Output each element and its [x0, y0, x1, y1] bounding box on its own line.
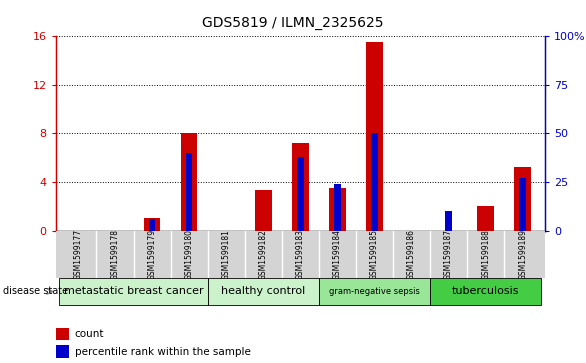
Bar: [149, 219, 155, 231]
Text: GDS5819 / ILMN_2325625: GDS5819 / ILMN_2325625: [202, 16, 384, 30]
Text: GSM1599177: GSM1599177: [73, 229, 83, 280]
Text: GSM1599182: GSM1599182: [259, 229, 268, 280]
Text: gram-negative sepsis: gram-negative sepsis: [329, 287, 420, 296]
Text: tuberculosis: tuberculosis: [452, 286, 519, 296]
Bar: [180, 133, 197, 231]
Text: GSM1599183: GSM1599183: [296, 229, 305, 280]
Text: metastatic breast cancer: metastatic breast cancer: [64, 286, 203, 296]
Bar: [207, 278, 319, 305]
Text: disease state: disease state: [3, 286, 68, 297]
Bar: [186, 153, 192, 231]
Text: GSM1599185: GSM1599185: [370, 229, 379, 280]
Bar: [366, 42, 383, 231]
Bar: [334, 184, 340, 231]
Bar: [515, 167, 531, 231]
Text: percentile rank within the sample: percentile rank within the sample: [75, 347, 251, 356]
Bar: [59, 278, 207, 305]
Text: GSM1599189: GSM1599189: [518, 229, 527, 280]
Bar: [255, 191, 271, 231]
Bar: [519, 178, 526, 231]
Text: GSM1599188: GSM1599188: [481, 229, 490, 280]
Text: GSM1599178: GSM1599178: [111, 229, 120, 280]
Bar: [329, 188, 346, 231]
Bar: [371, 133, 378, 231]
Bar: [56, 328, 69, 340]
Bar: [292, 143, 309, 231]
Text: GSM1599187: GSM1599187: [444, 229, 453, 280]
Bar: [478, 206, 494, 231]
Text: GSM1599184: GSM1599184: [333, 229, 342, 280]
Bar: [144, 219, 161, 231]
Text: GSM1599179: GSM1599179: [148, 229, 156, 280]
Bar: [430, 278, 541, 305]
Bar: [297, 157, 304, 231]
Text: healthy control: healthy control: [221, 286, 305, 296]
Text: GSM1599186: GSM1599186: [407, 229, 416, 280]
Bar: [56, 345, 69, 358]
Text: GSM1599180: GSM1599180: [185, 229, 193, 280]
Text: count: count: [75, 329, 104, 339]
Bar: [445, 211, 452, 231]
Bar: [319, 278, 430, 305]
Text: GSM1599181: GSM1599181: [222, 229, 231, 280]
